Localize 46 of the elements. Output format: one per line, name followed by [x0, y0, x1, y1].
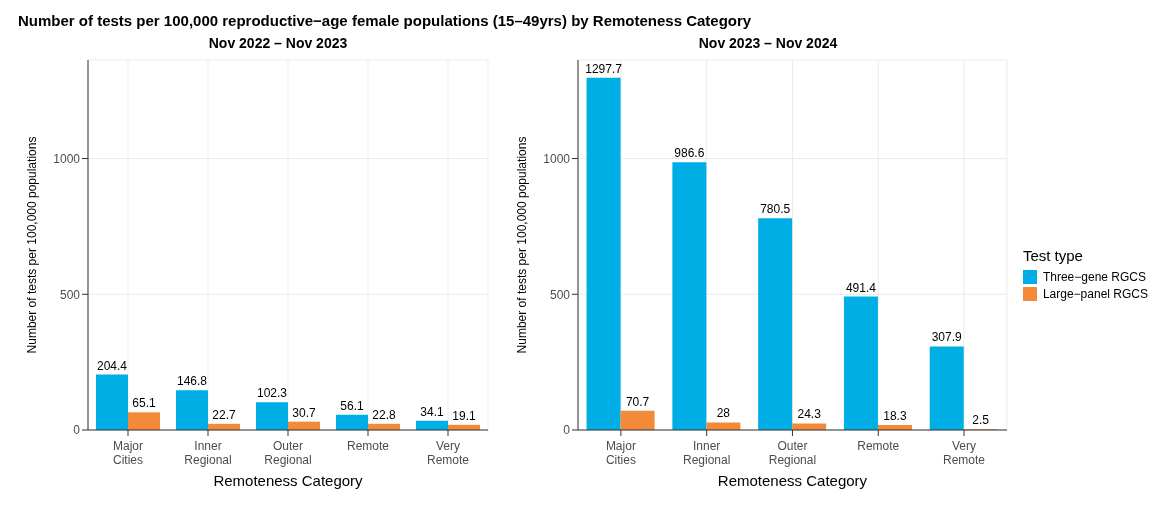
- x-axis-title: Remoteness Category: [717, 472, 868, 489]
- chart-title: Number of tests per 100,000 reproductive−age female populations (15–49yrs) by Remoteness Category: [17, 11, 753, 31]
- data-label: 19.1: [452, 408, 476, 423]
- x-tick-label: Inner Regional: [682, 439, 731, 467]
- y-axis-title: Number of tests per 100,000 populations: [515, 136, 530, 354]
- x-tick-label: Major Cities: [605, 439, 636, 467]
- y-tick-label: 500: [59, 287, 81, 302]
- x-tick-label: Outer Regional: [768, 439, 817, 467]
- x-axis-title: Remoteness Category: [213, 472, 364, 489]
- data-label: 2.5: [972, 413, 990, 428]
- data-label: 146.8: [176, 374, 208, 389]
- data-label: 307.9: [931, 330, 963, 345]
- x-tick-label: Very Remote: [426, 439, 470, 467]
- x-tick-label: Major Cities: [112, 439, 144, 467]
- data-label: 28: [716, 406, 731, 421]
- data-label: 56.1: [340, 398, 364, 413]
- data-label: 1297.7: [585, 61, 623, 76]
- data-label: 22.7: [212, 407, 236, 422]
- data-label: 491.4: [845, 280, 877, 295]
- data-label: 102.3: [256, 386, 288, 401]
- legend-label: Three−gene RGCS: [1041, 269, 1147, 284]
- chart-subtitle: Nov 2022 – Nov 2023: [207, 35, 349, 53]
- x-tick-label: Inner Regional: [184, 439, 232, 467]
- y-tick-label: 0: [73, 423, 81, 438]
- data-label: 70.7: [625, 394, 650, 409]
- y-tick-label: 1000: [543, 151, 571, 166]
- x-tick-label: Remote: [857, 439, 900, 453]
- chart-subtitle: Nov 2023 – Nov 2024: [697, 35, 839, 53]
- data-label: 204.4: [96, 358, 128, 373]
- data-label: 30.7: [292, 405, 316, 420]
- data-label: 986.6: [674, 146, 705, 161]
- data-label: 65.1: [132, 396, 156, 411]
- x-tick-label: Remote: [346, 439, 390, 453]
- legend-label: Large−panel RGCS: [1041, 286, 1148, 301]
- y-axis-title: Number of tests per 100,000 populations: [25, 136, 40, 354]
- data-label: 34.1: [420, 404, 444, 419]
- data-label: 22.8: [372, 407, 396, 422]
- data-label: 780.5: [760, 202, 791, 217]
- data-label: 24.3: [797, 407, 822, 422]
- y-tick-label: 0: [563, 423, 571, 438]
- x-tick-label: Very Remote: [943, 439, 986, 467]
- x-tick-label: Outer Regional: [264, 439, 312, 467]
- y-tick-label: 1000: [53, 151, 81, 166]
- legend-title: Test type: [1022, 246, 1084, 264]
- data-label: 18.3: [883, 409, 907, 424]
- y-tick-label: 500: [549, 287, 571, 302]
